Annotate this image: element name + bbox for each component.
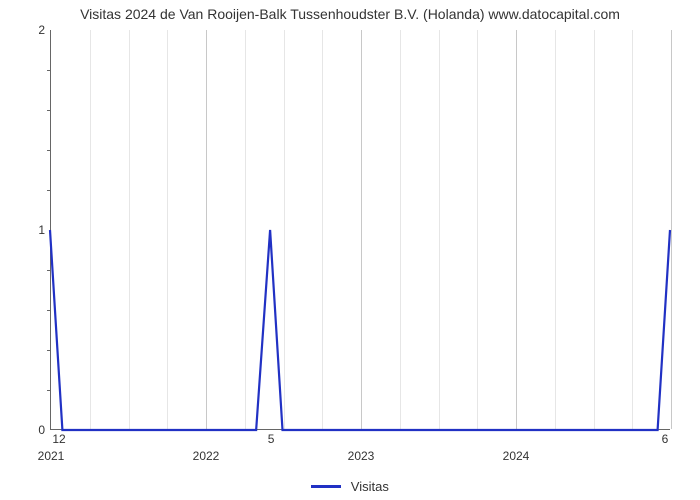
series-line xyxy=(50,30,670,430)
x-tick-label: 2024 xyxy=(503,429,530,463)
x-tick-label: 2023 xyxy=(348,429,375,463)
legend: Visitas xyxy=(0,478,700,494)
legend-label: Visitas xyxy=(351,479,389,494)
x-tick-label: 2022 xyxy=(193,429,220,463)
legend-swatch xyxy=(311,485,341,488)
chart-container: Visitas 2024 de Van Rooijen-Balk Tussenh… xyxy=(0,0,700,500)
data-value-label: 5 xyxy=(268,432,275,446)
series-polyline xyxy=(50,230,670,430)
plot-wrap: 01220212022202320241256 xyxy=(50,30,670,430)
chart-title: Visitas 2024 de Van Rooijen-Balk Tussenh… xyxy=(0,0,700,26)
data-value-label: 12 xyxy=(52,432,65,446)
gridline-vertical xyxy=(671,30,672,429)
data-value-label: 6 xyxy=(662,432,669,446)
